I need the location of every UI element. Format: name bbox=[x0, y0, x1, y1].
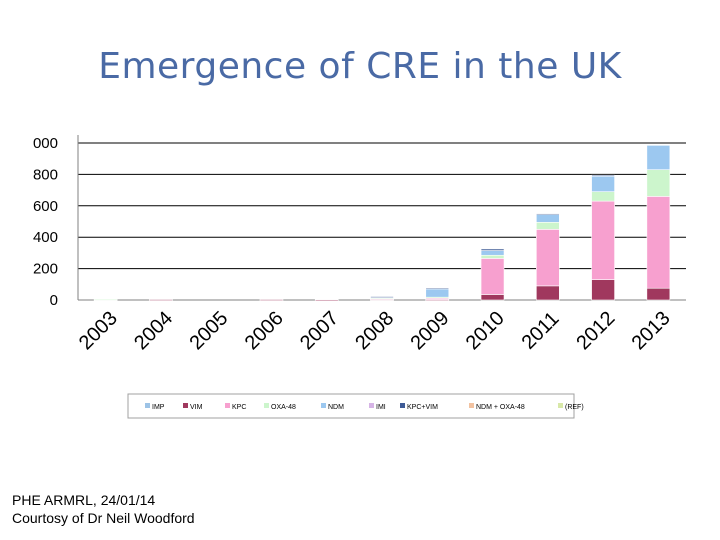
bar-segment-kpc-vim bbox=[480, 248, 505, 251]
legend-swatch bbox=[321, 403, 326, 408]
legend-label: IMI bbox=[376, 404, 386, 411]
bar-segment-ndm bbox=[536, 214, 560, 223]
footer-credit-line: Courtosy of Dr Neil Woodford bbox=[12, 510, 195, 526]
bar-segment-kpc-vim bbox=[536, 213, 560, 215]
bar-segment-vim bbox=[480, 294, 505, 301]
y-tick-label: 600 bbox=[33, 198, 58, 215]
x-tick-label: 2011 bbox=[518, 308, 564, 354]
slide-title: Emergence of CRE in the UK bbox=[98, 46, 622, 87]
bar-segment-vim bbox=[536, 285, 560, 301]
y-axis-ticks: 0 200 400 600 800 000 bbox=[33, 135, 58, 309]
legend-swatch bbox=[183, 403, 188, 408]
bar-segment-kpc-vim bbox=[591, 174, 615, 177]
legend-swatch bbox=[558, 403, 563, 408]
legend-swatch bbox=[225, 403, 230, 408]
x-tick-label: 2012 bbox=[572, 307, 619, 354]
x-axis-ticks: 2003 2004 2005 2006 2007 2008 2009 2010 2011 2012… bbox=[75, 307, 675, 354]
bar-segment-oxa-48 bbox=[93, 299, 118, 301]
legend-swatch bbox=[145, 403, 150, 408]
x-tick-label: 2004 bbox=[130, 307, 177, 354]
legend-label: IMP bbox=[152, 404, 165, 411]
bar-segment-vim bbox=[259, 299, 284, 301]
x-tick-label: 2013 bbox=[628, 307, 675, 354]
bar-segment-kpc bbox=[646, 196, 671, 289]
bar-segment-kpc-vim bbox=[370, 296, 394, 298]
bar-segment-ndm bbox=[425, 288, 450, 298]
slide-footer: PHE ARMRL, 24/01/14 Courtosy of Dr Neil … bbox=[12, 491, 195, 527]
bar-segment-kpc-vim bbox=[425, 287, 450, 290]
y-tick-label: 000 bbox=[33, 135, 58, 152]
legend-label: (REF) bbox=[565, 404, 584, 411]
legend-swatch bbox=[369, 403, 374, 408]
y-tick-label: 400 bbox=[33, 229, 58, 246]
y-tick-label: 800 bbox=[33, 166, 58, 183]
bar-segment-ndm bbox=[591, 175, 615, 192]
x-tick-label: 2008 bbox=[351, 307, 398, 354]
bar-segment-ndm bbox=[480, 250, 505, 256]
chart-bars bbox=[93, 145, 671, 301]
legend-box bbox=[127, 393, 575, 419]
bar-segment-vim bbox=[646, 287, 671, 301]
footer-source-line: PHE ARMRL, 24/01/14 bbox=[12, 492, 156, 508]
legend-label: NDM + OXA-48 bbox=[476, 404, 525, 411]
legend-swatch bbox=[469, 403, 474, 408]
bar-segment-vim bbox=[149, 299, 173, 301]
bar-segment-vim bbox=[591, 279, 615, 301]
x-tick-label: 2003 bbox=[75, 307, 122, 354]
legend-label: VIM bbox=[190, 404, 203, 411]
bar-segment-oxa-48 bbox=[480, 254, 505, 259]
x-tick-label: 2007 bbox=[296, 307, 343, 354]
legend-label: KPC bbox=[232, 404, 246, 411]
x-tick-label: 2005 bbox=[185, 307, 232, 354]
bar-segment-kpc bbox=[480, 258, 505, 295]
legend-swatch bbox=[264, 403, 269, 408]
bar-segment-oxa-48 bbox=[591, 191, 615, 202]
chart-gridlines bbox=[77, 135, 686, 301]
bar-segment-kpc bbox=[591, 200, 615, 280]
bar-segment-oxa-48 bbox=[536, 221, 560, 230]
y-tick-label: 0 bbox=[50, 292, 58, 309]
legend-label: KPC+VIM bbox=[407, 404, 438, 411]
chart-legend: IMP VIM KPC OXA-48 NDM IMI KPC+VIM NDM + OXA-48… bbox=[127, 393, 584, 419]
bar-segment-vim bbox=[314, 299, 339, 301]
legend-label: OXA-48 bbox=[271, 404, 296, 411]
bar-segment-kpc bbox=[536, 229, 560, 287]
y-tick-label: 200 bbox=[33, 261, 58, 278]
legend-label: NDM bbox=[328, 404, 344, 411]
x-tick-label: 2006 bbox=[241, 307, 288, 354]
x-tick-label: 2010 bbox=[462, 307, 509, 354]
bar-segment-ndm bbox=[646, 145, 671, 170]
legend-swatch bbox=[400, 403, 405, 408]
x-tick-label: 2009 bbox=[407, 307, 454, 354]
bar-segment-oxa-48 bbox=[646, 169, 671, 197]
